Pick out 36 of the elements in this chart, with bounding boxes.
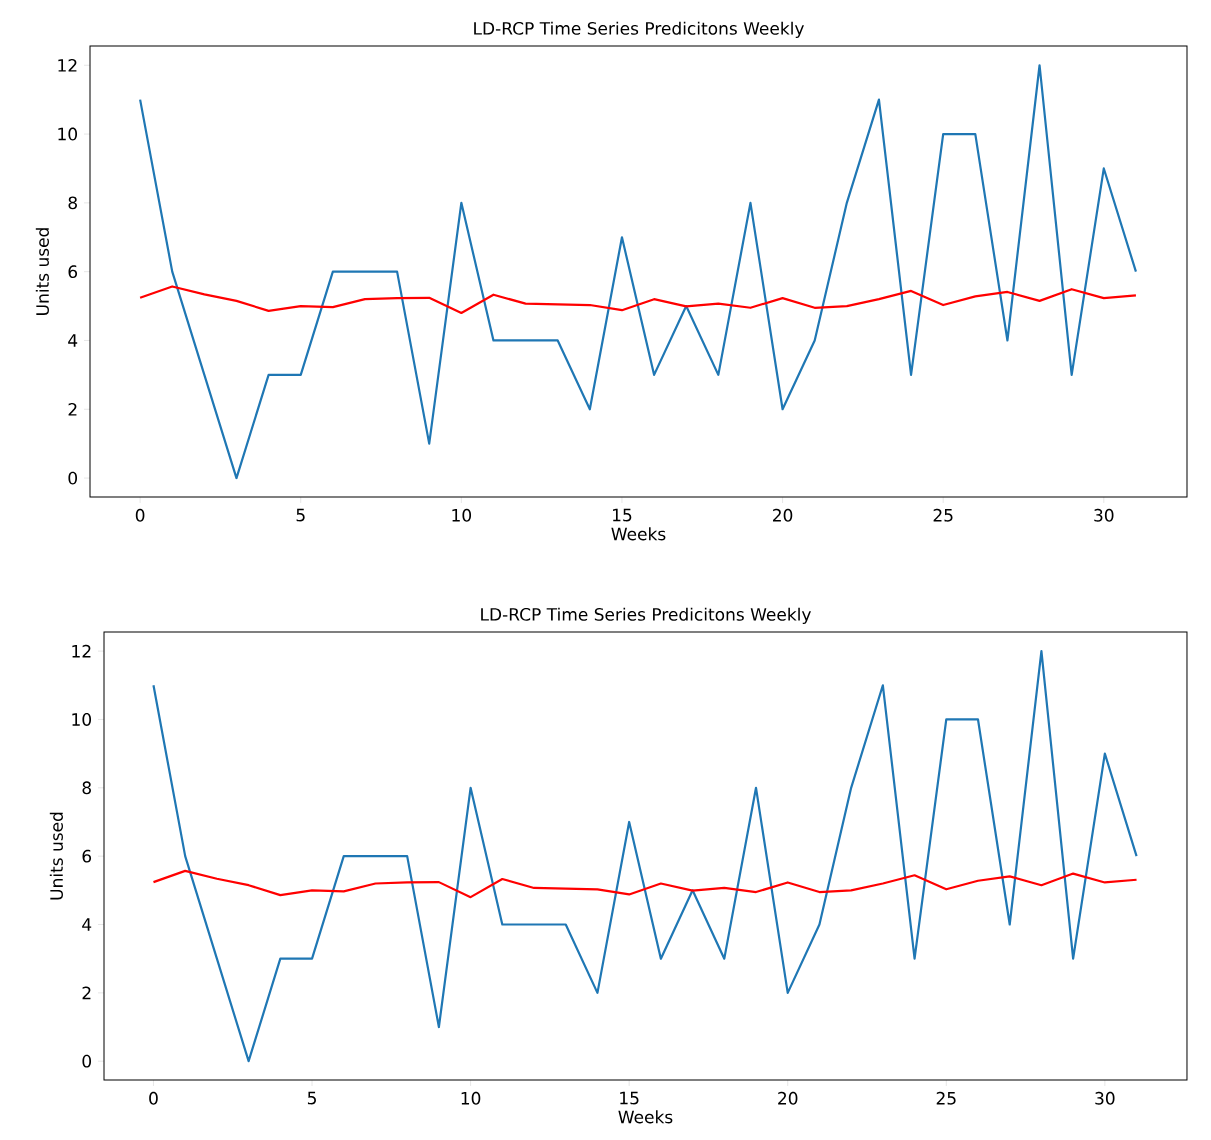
x-axis-title: Weeks xyxy=(618,1110,673,1124)
x-tick-label: 0 xyxy=(149,1091,158,1105)
x-tick-label: 10 xyxy=(461,1091,481,1105)
line-series xyxy=(152,869,1138,899)
x-tick-label: 15 xyxy=(613,508,632,522)
x-tick-label: 10 xyxy=(452,508,472,522)
x-tick-label: 20 xyxy=(772,508,793,522)
y-tick-label: 10 xyxy=(72,713,92,726)
y-tick-label: 4 xyxy=(82,918,92,931)
x-tick-label: 20 xyxy=(778,1091,798,1105)
y-tick-label: 12 xyxy=(58,58,77,72)
y-tick-label: 12 xyxy=(72,644,91,658)
y-tick-label: 0 xyxy=(68,471,78,485)
chart-title: LD-RCP Time Series Predicitons Weekly xyxy=(481,607,811,625)
x-tick-label: 30 xyxy=(1094,508,1114,522)
x-tick-label: 25 xyxy=(936,1091,956,1105)
y-tick-label: 6 xyxy=(82,849,92,863)
x-tick-label: 0 xyxy=(135,508,145,522)
chart-title: LD-RCP Time Series Predicitons Weekly xyxy=(474,21,804,39)
x-tick-label: 5 xyxy=(296,508,305,522)
line-series xyxy=(139,285,1138,315)
x-tick-label: 15 xyxy=(620,1091,639,1105)
y-tick-label: 8 xyxy=(68,196,77,210)
y-tick-label: 6 xyxy=(68,265,78,279)
y-tick-label: 2 xyxy=(82,986,91,1000)
x-axis-title: Weeks xyxy=(611,527,666,541)
y-tick-label: 2 xyxy=(68,402,77,416)
y-axis-title: Units used xyxy=(49,812,63,900)
y-tick-label: 4 xyxy=(68,334,78,347)
x-tick-label: 5 xyxy=(307,1091,316,1105)
y-axis-title: Units used xyxy=(35,228,49,315)
x-tick-label: 25 xyxy=(933,508,953,522)
y-tick-label: 8 xyxy=(82,781,91,795)
x-tick-label: 30 xyxy=(1095,1091,1115,1105)
y-tick-label: 10 xyxy=(58,127,78,141)
y-tick-label: 0 xyxy=(82,1054,92,1068)
